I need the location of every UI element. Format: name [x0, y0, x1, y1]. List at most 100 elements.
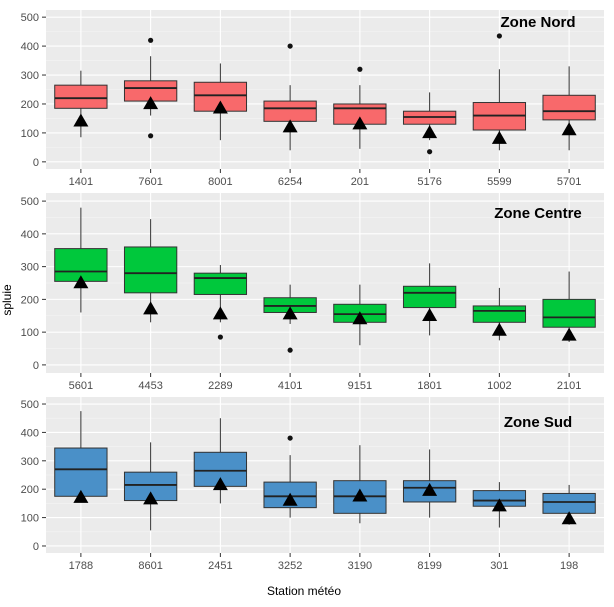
station-9151: 9151 [333, 284, 387, 392]
x-tick-label: 1801 [417, 380, 441, 392]
station-5599: 5599 [472, 33, 527, 188]
station-6254: 6254 [263, 43, 317, 188]
x-tick-label: 198 [560, 560, 578, 572]
x-tick-label: 1002 [487, 380, 511, 392]
triangle-marker [212, 100, 228, 114]
outlier-point [357, 66, 363, 72]
y-axis-label: spluie [0, 284, 14, 316]
triangle-marker [73, 489, 89, 503]
station-7601: 7601 [123, 37, 178, 188]
x-tick-label: 1788 [69, 560, 93, 572]
x-tick-label: 7601 [138, 176, 162, 188]
triangle-marker [282, 306, 298, 320]
box [54, 447, 108, 497]
station-2289: 2289 [193, 264, 248, 392]
triangle-marker [73, 275, 89, 289]
triangle-marker [491, 322, 507, 336]
station-3252: 3252 [263, 435, 317, 572]
y-tick-label: 400 [21, 41, 39, 53]
x-tick-label: 5176 [417, 176, 441, 188]
triangle-marker [491, 498, 507, 512]
x-tick-label: 8601 [138, 560, 162, 572]
y-tick-label: 100 [21, 128, 39, 140]
y-tick-label: 100 [21, 513, 39, 525]
station-8199: 8199 [402, 449, 457, 572]
y-tick-label: 200 [21, 484, 39, 496]
station-301: 301 [472, 482, 527, 572]
zone-title: Zone Sud [504, 414, 572, 431]
triangle-marker [491, 130, 507, 144]
x-tick-label: 3252 [278, 560, 302, 572]
panel-2: 0 100 200 300 400 500 5601 4453 2289 4101 9151 1801… [21, 193, 604, 392]
triangle-marker [422, 482, 438, 496]
station-5601: 5601 [54, 207, 108, 392]
x-tick-label: 3190 [348, 560, 372, 572]
outlier-point [287, 347, 293, 353]
box [263, 100, 317, 122]
x-tick-label: 5701 [557, 176, 581, 188]
station-4453: 4453 [123, 219, 178, 392]
triangle-marker [282, 492, 298, 506]
y-tick-label: 200 [21, 99, 39, 111]
y-tick-label: 0 [33, 360, 39, 372]
outlier-point [287, 43, 293, 49]
x-tick-label: 8199 [417, 560, 441, 572]
zone-title: Zone Nord [501, 14, 576, 31]
station-1788: 1788 [54, 411, 108, 572]
triangle-marker [422, 307, 438, 321]
station-1401: 1401 [54, 70, 108, 188]
x-tick-label: 6254 [278, 176, 302, 188]
box [542, 94, 596, 121]
triangle-marker [282, 119, 298, 133]
triangle-marker [143, 491, 159, 505]
x-tick-label: 301 [490, 560, 508, 572]
triangle-marker [352, 311, 368, 325]
y-tick-label: 0 [33, 157, 39, 169]
outlier-point [217, 334, 223, 340]
y-tick-label: 400 [21, 427, 39, 439]
panel-3: 0 100 200 300 400 500 1788 8601 2451 3252 3190 8199… [21, 397, 604, 572]
triangle-marker [143, 301, 159, 315]
station-2451: 2451 [193, 418, 248, 572]
zone-title: Zone Centre [494, 205, 582, 222]
y-tick-label: 300 [21, 262, 39, 274]
station-2101: 2101 [542, 271, 596, 392]
y-tick-label: 300 [21, 70, 39, 82]
x-tick-label: 2289 [208, 380, 232, 392]
x-tick-label: 5599 [487, 176, 511, 188]
triangle-marker [422, 125, 438, 139]
box [472, 305, 527, 323]
station-3190: 3190 [333, 445, 387, 572]
station-1801: 1801 [402, 263, 457, 392]
y-tick-label: 400 [21, 229, 39, 241]
outlier-point [496, 33, 502, 39]
outlier-point [427, 149, 433, 155]
triangle-marker [352, 116, 368, 130]
box [402, 285, 457, 309]
y-tick-label: 500 [21, 196, 39, 208]
x-tick-label: 5601 [69, 380, 93, 392]
box [542, 298, 596, 328]
triangle-marker [143, 96, 159, 110]
station-5176: 5176 [402, 92, 457, 188]
station-198: 198 [542, 484, 596, 572]
triangle-marker [352, 488, 368, 502]
triangle-marker [73, 113, 89, 127]
triangle-marker [212, 477, 228, 491]
station-8001: 8001 [193, 63, 248, 188]
box [54, 84, 108, 109]
x-tick-label: 4101 [278, 380, 302, 392]
box [193, 272, 248, 295]
panel-1: 0 100 200 300 400 500 1401 7601 8001 6254 201 5176 5… [21, 10, 604, 188]
y-tick-label: 200 [21, 294, 39, 306]
x-tick-label: 4453 [138, 380, 162, 392]
y-tick-label: 500 [21, 399, 39, 411]
x-tick-label: 2101 [557, 380, 581, 392]
y-tick-label: 300 [21, 456, 39, 468]
x-axis-label: Station météo [267, 584, 341, 598]
y-tick-label: 500 [21, 12, 39, 24]
y-tick-label: 0 [33, 541, 39, 553]
station-4101: 4101 [263, 284, 317, 392]
station-201: 201 [333, 66, 387, 188]
